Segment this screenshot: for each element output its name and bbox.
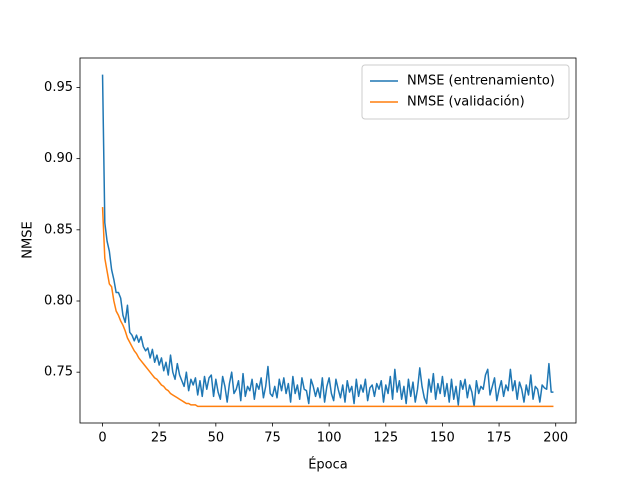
y-tick-label: 0.75 bbox=[44, 365, 73, 380]
y-tick-label: 0.90 bbox=[44, 151, 73, 166]
x-tick-label: 75 bbox=[264, 431, 281, 446]
x-tick-label: 175 bbox=[487, 431, 512, 446]
y-axis-label: NMSE bbox=[21, 221, 36, 258]
x-tick-label: 125 bbox=[373, 431, 398, 446]
x-tick-label: 200 bbox=[543, 431, 568, 446]
data-line bbox=[101, 74, 554, 408]
y-tick-label: 0.85 bbox=[44, 222, 73, 237]
data-line bbox=[101, 207, 554, 408]
y-tick-label: 0.80 bbox=[44, 294, 73, 309]
y-tick-label: 0.95 bbox=[44, 80, 73, 95]
legend-box bbox=[361, 64, 570, 120]
legend-label: NMSE (validación) bbox=[407, 95, 525, 110]
x-tick-label: 50 bbox=[208, 431, 225, 446]
plot-frame bbox=[79, 57, 577, 424]
x-tick-label: 100 bbox=[317, 431, 342, 446]
legend-label: NMSE (entrenamiento) bbox=[407, 74, 555, 89]
x-tick-label: 0 bbox=[98, 431, 106, 446]
x-tick-label: 150 bbox=[430, 431, 455, 446]
x-tick-label: 25 bbox=[151, 431, 168, 446]
x-axis-label: Época bbox=[308, 457, 348, 473]
